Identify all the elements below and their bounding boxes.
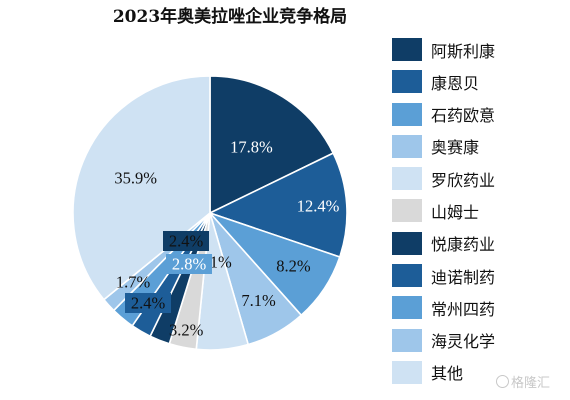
chart-title: 2023年奥美拉唑企业竞争格局: [112, 7, 348, 27]
legend-swatch: [392, 231, 422, 255]
legend-item: 康恩贝: [392, 70, 495, 94]
watermark-text: 格隆汇: [511, 376, 551, 391]
pie-slice-labels: 17.8%12.4%8.2%7.1%6.1%3.2%2.4%2.4%2.8%1.…: [114, 137, 339, 339]
legend-label: 常州四药: [431, 299, 496, 319]
pie-label-常州四药: 2.8%: [166, 254, 212, 274]
pie-label-阿斯利康: 17.8%: [230, 137, 273, 156]
pie-label-box: [163, 231, 209, 251]
pie-label-box: [166, 254, 212, 274]
legend-label: 阿斯利康: [431, 41, 496, 61]
pie-label-迪诺制药: 2.4%: [125, 293, 171, 313]
watermark: 格隆汇: [496, 372, 550, 391]
legend-label: 其他: [431, 364, 464, 384]
legend-item: 海灵化学: [392, 328, 496, 352]
gelonghui-logo-icon: [496, 375, 509, 388]
legend-swatch: [392, 38, 422, 61]
legend-swatch: [392, 102, 422, 126]
legend-item: 罗欣药业: [392, 167, 496, 191]
legend-label: 罗欣药业: [431, 170, 496, 190]
legend-item: 石药欧意: [392, 102, 496, 126]
legend-label: 海灵化学: [431, 332, 496, 352]
pie-label-山姆士: 3.2%: [169, 320, 204, 339]
legend-label: 悦康药业: [431, 235, 496, 255]
legend-label: 康恩贝: [431, 73, 480, 93]
legend-swatch: [392, 134, 422, 158]
legend-item: 悦康药业: [392, 231, 496, 255]
pie-label-其他: 35.9%: [114, 168, 157, 187]
legend-item: 阿斯利康: [392, 38, 495, 61]
pie-slice-其他: [72, 75, 211, 301]
pie-slice-value-label: 2.8%: [172, 255, 207, 274]
legend-label: 山姆士: [431, 202, 480, 222]
pie-slice-value-label: 3.2%: [169, 320, 204, 339]
pie-slice-value-label: 1.7%: [116, 273, 151, 292]
pie-slice-value-label: 12.4%: [297, 197, 340, 216]
legend-label: 石药欧意: [431, 106, 496, 126]
pie-slice-康恩贝: [207, 152, 348, 258]
pie-slice-value-label: 35.9%: [114, 168, 157, 187]
legend-swatch: [392, 296, 422, 320]
legend-item: 常州四药: [392, 296, 496, 320]
legend-item: 其他: [392, 360, 495, 384]
pie-label-奥赛康: 7.1%: [241, 291, 276, 310]
pie-label-海灵化学: 1.7%: [116, 273, 151, 292]
pie-slice-value-label: 2.4%: [169, 232, 204, 251]
pie-slice-value-label: 8.2%: [276, 257, 311, 276]
legend-swatch: [392, 360, 422, 384]
legend-label: 奥赛康: [431, 138, 480, 158]
pie-label-悦康药业: 2.4%: [163, 231, 209, 251]
pie-label-石药欧意: 8.2%: [276, 257, 311, 276]
legend-swatch: [392, 70, 422, 94]
legend-label: 迪诺制药: [431, 267, 496, 287]
legend-item: 山姆士: [392, 199, 495, 223]
legend: 阿斯利康康恩贝石药欧意奥赛康罗欣药业山姆士悦康药业迪诺制药常州四药海灵化学其他: [392, 38, 495, 393]
pie-slice-value-label: 2.4%: [131, 294, 166, 313]
pie-label-康恩贝: 12.4%: [297, 197, 340, 216]
pie-chart: 17.8%12.4%8.2%7.1%6.1%3.2%2.4%2.4%2.8%1.…: [72, 75, 348, 351]
legend-swatch: [392, 264, 422, 288]
legend-swatch: [392, 328, 422, 352]
pie-slice-value-label: 17.8%: [230, 137, 273, 156]
pie-slice-阿斯利康: [209, 75, 335, 215]
legend-swatch: [392, 199, 422, 223]
pie-label-box: [125, 293, 171, 313]
legend-item: 迪诺制药: [392, 264, 496, 288]
legend-item: 奥赛康: [392, 134, 495, 158]
pie-slice-value-label: 7.1%: [241, 291, 276, 310]
legend-swatch: [392, 167, 422, 191]
